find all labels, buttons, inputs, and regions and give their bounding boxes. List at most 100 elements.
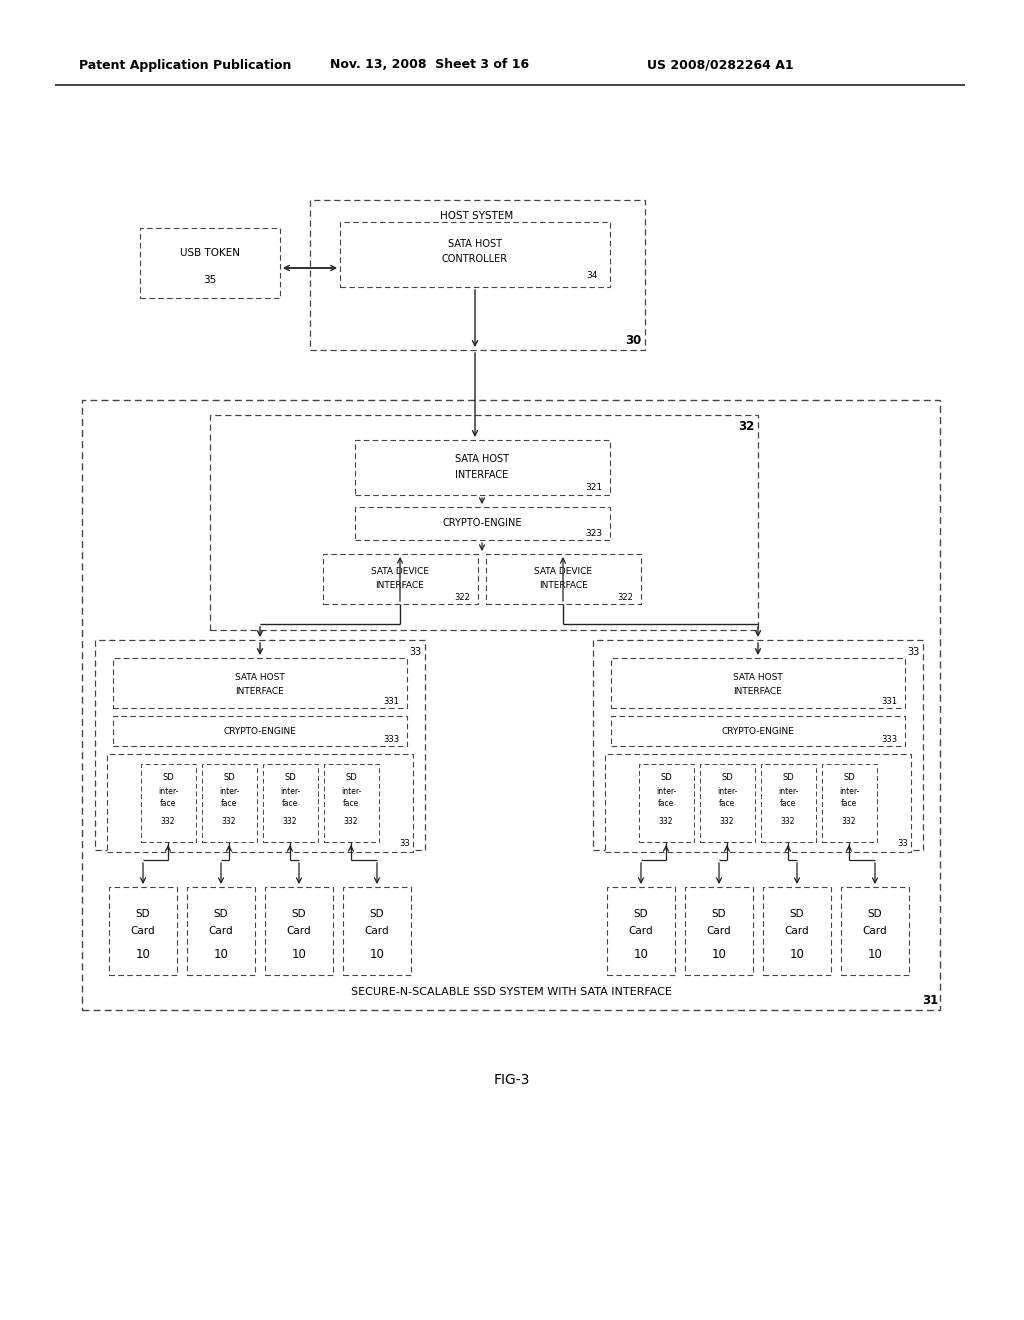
Bar: [141, 764, 196, 842]
Bar: [605, 754, 911, 851]
Bar: [202, 764, 257, 842]
Text: SD: SD: [345, 774, 357, 783]
Text: SD: SD: [214, 909, 228, 919]
Text: SATA DEVICE: SATA DEVICE: [371, 566, 429, 576]
Bar: [187, 887, 255, 975]
Text: inter-: inter-: [717, 787, 737, 796]
Text: SD: SD: [843, 774, 855, 783]
Text: FIG-3: FIG-3: [494, 1073, 530, 1086]
Text: US 2008/0282264 A1: US 2008/0282264 A1: [647, 58, 794, 71]
Text: Card: Card: [862, 927, 888, 936]
Text: INTERFACE: INTERFACE: [539, 582, 588, 590]
Bar: [310, 201, 645, 350]
Text: inter-: inter-: [219, 787, 240, 796]
Text: Card: Card: [707, 927, 731, 936]
Text: 31: 31: [922, 994, 938, 1006]
Text: 333: 333: [881, 735, 897, 744]
Text: face: face: [160, 799, 176, 808]
Text: 10: 10: [790, 948, 805, 961]
Text: 332: 332: [222, 817, 237, 825]
Text: Card: Card: [131, 927, 156, 936]
Bar: [355, 507, 610, 540]
Bar: [210, 414, 758, 630]
Text: 33: 33: [399, 840, 411, 849]
Text: 332: 332: [842, 817, 856, 825]
Text: Card: Card: [784, 927, 809, 936]
Text: inter-: inter-: [280, 787, 300, 796]
Text: SD: SD: [284, 774, 296, 783]
Text: Card: Card: [287, 927, 311, 936]
Text: Card: Card: [365, 927, 389, 936]
Text: SATA HOST: SATA HOST: [236, 672, 285, 681]
Text: 332: 332: [161, 817, 175, 825]
Bar: [109, 887, 177, 975]
Text: face: face: [221, 799, 238, 808]
Text: SD: SD: [162, 774, 174, 783]
Text: face: face: [780, 799, 796, 808]
Text: 332: 332: [658, 817, 673, 825]
Bar: [265, 887, 333, 975]
Text: 332: 332: [344, 817, 358, 825]
Text: Nov. 13, 2008  Sheet 3 of 16: Nov. 13, 2008 Sheet 3 of 16: [331, 58, 529, 71]
Text: 10: 10: [292, 948, 306, 961]
Text: 10: 10: [634, 948, 648, 961]
Text: SD: SD: [292, 909, 306, 919]
Bar: [106, 754, 413, 851]
Text: 10: 10: [867, 948, 883, 961]
Bar: [113, 715, 407, 746]
Text: 323: 323: [586, 529, 602, 539]
Text: SD: SD: [712, 909, 726, 919]
Bar: [611, 715, 905, 746]
Text: SD: SD: [660, 774, 672, 783]
Text: 33: 33: [907, 647, 920, 657]
Text: SATA DEVICE: SATA DEVICE: [534, 566, 592, 576]
Bar: [700, 764, 755, 842]
Text: INTERFACE: INTERFACE: [733, 688, 782, 697]
Text: inter-: inter-: [778, 787, 798, 796]
Text: SD: SD: [370, 909, 384, 919]
Text: SD: SD: [136, 909, 151, 919]
Text: 33: 33: [898, 840, 908, 849]
Text: INTERFACE: INTERFACE: [456, 470, 509, 480]
Bar: [611, 657, 905, 708]
Bar: [763, 887, 831, 975]
Text: SATA HOST: SATA HOST: [733, 672, 783, 681]
Text: face: face: [282, 799, 298, 808]
Text: 32: 32: [738, 421, 754, 433]
Text: 331: 331: [383, 697, 399, 706]
Text: CRYPTO-ENGINE: CRYPTO-ENGINE: [722, 726, 795, 735]
Bar: [340, 222, 610, 286]
Text: 333: 333: [383, 735, 399, 744]
Text: SATA HOST: SATA HOST: [455, 454, 509, 465]
Bar: [113, 657, 407, 708]
Text: SECURE-N-SCALABLE SSD SYSTEM WITH SATA INTERFACE: SECURE-N-SCALABLE SSD SYSTEM WITH SATA I…: [350, 987, 672, 997]
Text: Card: Card: [629, 927, 653, 936]
Bar: [685, 887, 753, 975]
Text: CRYPTO-ENGINE: CRYPTO-ENGINE: [442, 517, 522, 528]
Text: Patent Application Publication: Patent Application Publication: [79, 58, 291, 71]
Bar: [355, 440, 610, 495]
Text: 322: 322: [454, 593, 470, 602]
Text: 34: 34: [587, 271, 598, 280]
Text: inter-: inter-: [341, 787, 361, 796]
Text: INTERFACE: INTERFACE: [376, 582, 424, 590]
Text: 10: 10: [214, 948, 228, 961]
Bar: [486, 554, 641, 605]
Text: 332: 332: [780, 817, 796, 825]
Text: CONTROLLER: CONTROLLER: [442, 253, 508, 264]
Text: 10: 10: [370, 948, 384, 961]
Text: SD: SD: [782, 774, 794, 783]
Text: SD: SD: [634, 909, 648, 919]
Bar: [95, 640, 425, 850]
Bar: [607, 887, 675, 975]
Text: HOST SYSTEM: HOST SYSTEM: [440, 211, 514, 220]
Text: CRYPTO-ENGINE: CRYPTO-ENGINE: [223, 726, 296, 735]
Text: SD: SD: [867, 909, 883, 919]
Bar: [841, 887, 909, 975]
Bar: [639, 764, 694, 842]
Text: 332: 332: [720, 817, 734, 825]
Text: 321: 321: [586, 483, 602, 492]
Text: 10: 10: [135, 948, 151, 961]
Text: SD: SD: [223, 774, 234, 783]
Bar: [140, 228, 280, 298]
